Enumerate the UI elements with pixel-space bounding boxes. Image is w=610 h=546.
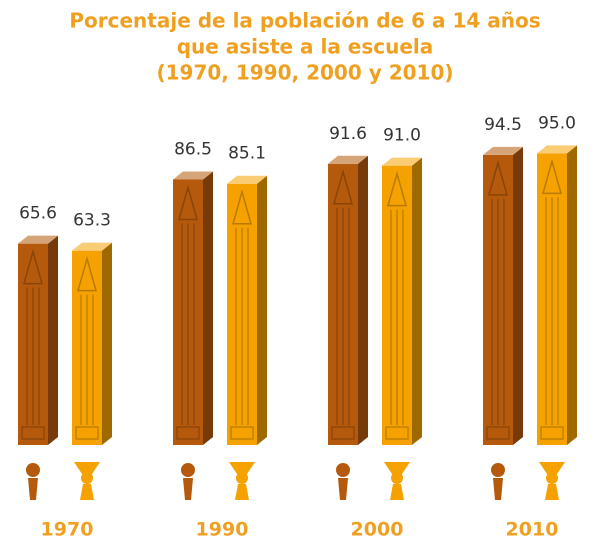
icon	[183, 478, 193, 500]
bar-side	[203, 171, 213, 445]
value-label: 85.1	[228, 144, 266, 164]
icon	[491, 463, 505, 477]
bar-side	[102, 243, 112, 445]
icon	[236, 472, 248, 484]
value-label: 65.6	[19, 204, 57, 224]
x-tick-label: 2000	[351, 519, 404, 541]
icon	[546, 472, 558, 484]
chart-title: Porcentaje de la población de 6 a 14 año…	[69, 9, 540, 33]
value-label: 91.6	[329, 124, 367, 144]
bar	[483, 147, 523, 445]
chart: Porcentaje de la población de 6 a 14 año…	[0, 0, 610, 546]
x-tick-label: 2010	[506, 519, 559, 541]
x-tick-label: 1990	[196, 519, 249, 541]
value-label: 95.0	[538, 113, 576, 133]
icon	[545, 484, 559, 500]
icon	[28, 478, 38, 500]
bar-side	[257, 176, 267, 445]
bar-side	[513, 147, 523, 445]
bar	[537, 145, 577, 445]
icon	[26, 463, 40, 477]
icon	[81, 472, 93, 484]
icon	[336, 463, 350, 477]
icon	[235, 484, 249, 500]
value-label: 91.0	[383, 126, 421, 146]
chart-title: que asiste a la escuela	[177, 35, 434, 59]
icon	[390, 484, 404, 500]
icon	[181, 463, 195, 477]
bar-side	[412, 158, 422, 445]
bar	[227, 176, 267, 445]
chart-title: (1970, 1990, 2000 y 2010)	[156, 61, 453, 85]
icon	[493, 478, 503, 500]
icon	[391, 472, 403, 484]
bar	[18, 236, 58, 445]
value-label: 86.5	[174, 139, 212, 159]
bar-side	[358, 156, 368, 445]
icon	[338, 478, 348, 500]
bar-side	[567, 145, 577, 445]
bar	[382, 158, 422, 445]
bar	[173, 171, 213, 445]
icon	[80, 484, 94, 500]
bar	[328, 156, 368, 445]
value-label: 63.3	[73, 211, 111, 231]
bar-side	[48, 236, 58, 445]
x-tick-label: 1970	[41, 519, 94, 541]
bar	[72, 243, 112, 445]
value-label: 94.5	[484, 115, 522, 135]
